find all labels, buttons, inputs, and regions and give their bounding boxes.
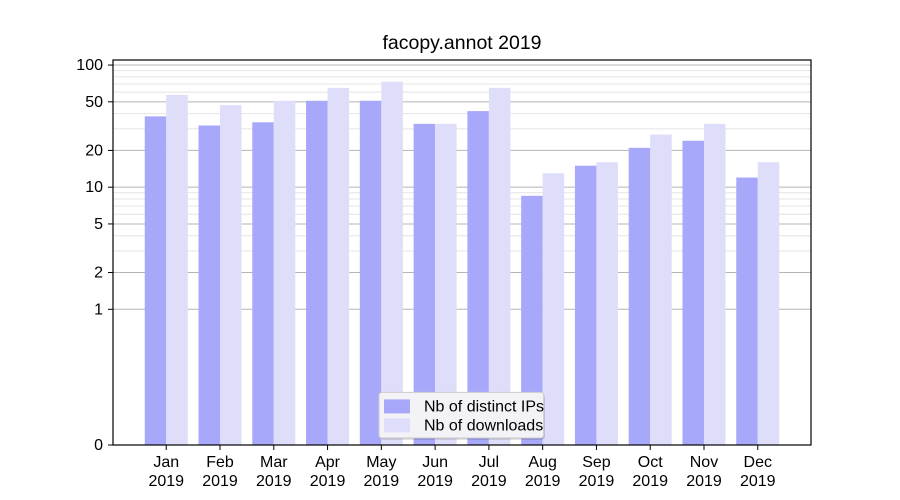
svg-text:2019: 2019 <box>310 473 346 490</box>
svg-text:0: 0 <box>94 437 103 454</box>
svg-text:Aug: Aug <box>528 454 556 471</box>
svg-text:2: 2 <box>94 265 103 282</box>
svg-text:Nov: Nov <box>690 454 718 471</box>
svg-text:Jul: Jul <box>479 454 499 471</box>
svg-text:May: May <box>366 454 396 471</box>
svg-text:Nb of downloads: Nb of downloads <box>424 417 543 434</box>
svg-text:2019: 2019 <box>579 473 615 490</box>
svg-text:Jun: Jun <box>422 454 448 471</box>
svg-text:facopy.annot 2019: facopy.annot 2019 <box>382 32 541 54</box>
svg-text:2019: 2019 <box>686 473 722 490</box>
svg-text:10: 10 <box>85 179 103 196</box>
svg-text:20: 20 <box>85 142 103 159</box>
svg-text:Mar: Mar <box>260 454 288 471</box>
svg-text:100: 100 <box>76 57 103 74</box>
svg-text:2019: 2019 <box>417 473 453 490</box>
svg-text:2019: 2019 <box>632 473 668 490</box>
svg-text:2019: 2019 <box>148 473 184 490</box>
svg-text:2019: 2019 <box>740 473 776 490</box>
svg-text:50: 50 <box>85 94 103 111</box>
svg-text:2019: 2019 <box>256 473 292 490</box>
svg-text:Feb: Feb <box>206 454 234 471</box>
svg-text:Oct: Oct <box>638 454 663 471</box>
svg-text:Jan: Jan <box>153 454 179 471</box>
svg-text:Apr: Apr <box>315 454 341 471</box>
svg-text:1: 1 <box>94 301 103 318</box>
svg-text:Sep: Sep <box>582 454 611 471</box>
svg-text:2019: 2019 <box>364 473 400 490</box>
svg-text:2019: 2019 <box>471 473 507 490</box>
svg-text:Nb of distinct IPs: Nb of distinct IPs <box>424 398 544 415</box>
svg-text:5: 5 <box>94 216 103 233</box>
svg-text:2019: 2019 <box>525 473 561 490</box>
svg-text:2019: 2019 <box>202 473 238 490</box>
svg-text:Dec: Dec <box>744 454 772 471</box>
